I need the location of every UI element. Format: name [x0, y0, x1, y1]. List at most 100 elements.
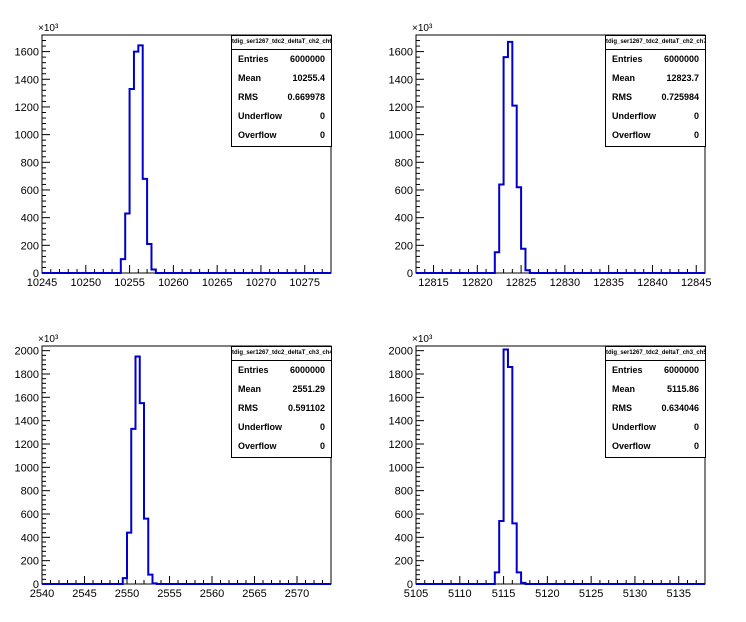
histogram-title: tdig_ser1267_tdc2_deltaT_ch2_ch6 — [232, 36, 331, 50]
x-tick-label: 10245 — [27, 277, 58, 289]
y-tick-label: 1800 — [389, 369, 413, 381]
x-tick-label: 12820 — [462, 277, 493, 289]
stats-value: 0 — [319, 130, 325, 140]
x-tick-label: 12835 — [593, 277, 624, 289]
y-tick-label: 600 — [395, 185, 413, 197]
x-tick-label: 12825 — [506, 277, 537, 289]
stats-label: Entries — [612, 365, 643, 375]
stats-label: Underflow — [612, 111, 656, 121]
x-tick-label: 5105 — [404, 588, 428, 600]
y-tick-label: 2000 — [15, 346, 39, 358]
stats-row-mean: Mean 5115.86 — [606, 380, 705, 399]
y-tick-label: 600 — [21, 185, 39, 197]
stats-value: 6000000 — [289, 54, 325, 64]
stats-row-mean: Mean 2551.29 — [232, 380, 331, 399]
stats-value: 0 — [693, 130, 699, 140]
x-tick-label: 10260 — [158, 277, 189, 289]
x-tick-label: 2565 — [242, 588, 266, 600]
y-exponent-label: ×10³ — [38, 23, 59, 34]
stats-row-underflow: Underflow 0 — [606, 107, 705, 126]
y-tick-label: 1600 — [15, 47, 39, 59]
stats-value: 0 — [693, 441, 699, 451]
y-tick-label: 200 — [21, 240, 39, 252]
y-tick-label: 0 — [407, 579, 413, 591]
y-tick-label: 1600 — [389, 47, 413, 59]
y-tick-label: 1600 — [15, 392, 39, 404]
stats-value: 0 — [319, 111, 325, 121]
y-tick-label: 1400 — [15, 416, 39, 428]
histogram-line — [42, 44, 331, 274]
stats-row-entries: Entries 6000000 — [606, 361, 705, 380]
stats-row-rms: RMS 0.669978 — [232, 88, 331, 107]
x-tick-label: 12815 — [418, 277, 449, 289]
stats-box: tdig_ser1267_tdc2_deltaT_ch3_ch4 Entries 6… — [231, 346, 332, 458]
y-tick-label: 1000 — [15, 462, 39, 474]
stats-value: 0 — [319, 422, 325, 432]
y-tick-label: 1200 — [389, 102, 413, 114]
stats-label: RMS — [238, 92, 258, 102]
stats-row-mean: Mean 12823.7 — [606, 69, 705, 88]
stats-row-overflow: Overflow 0 — [606, 126, 705, 145]
y-tick-label: 400 — [395, 532, 413, 544]
stats-value: 2551.29 — [292, 384, 325, 394]
histogram-panel-3: 0 200 400 600 800 1000 1200 1400 1600 1800 2000 254… — [15, 334, 332, 600]
x-tick-label: 2570 — [285, 588, 309, 600]
stats-label: Mean — [238, 384, 262, 394]
y-tick-label: 600 — [395, 509, 413, 521]
y-tick-label: 0 — [33, 268, 39, 280]
histogram-line — [42, 355, 331, 585]
y-tick-label: 0 — [407, 268, 413, 280]
x-tick-label: 10270 — [246, 277, 277, 289]
x-tick-label: 10255 — [114, 277, 145, 289]
stats-label: Entries — [238, 365, 269, 375]
stats-box: tdig_ser1267_tdc2_deltaT_ch2_ch7 Entries 6… — [605, 35, 706, 147]
stats-label: RMS — [238, 403, 258, 413]
y-tick-label: 1400 — [389, 74, 413, 86]
y-tick-label: 1000 — [15, 130, 39, 142]
stats-label: Overflow — [238, 130, 277, 140]
stats-value: 0 — [319, 441, 325, 451]
x-tick-label: 2560 — [200, 588, 224, 600]
x-tick-label: 5110 — [448, 588, 472, 600]
y-tick-label: 1200 — [15, 439, 39, 451]
histogram-title: tdig_ser1267_tdc2_deltaT_ch2_ch7 — [606, 36, 705, 50]
x-tick-label: 2555 — [157, 588, 181, 600]
stats-row-underflow: Underflow 0 — [606, 418, 705, 437]
x-tick-label: 2540 — [30, 588, 54, 600]
stats-value: 12823.7 — [666, 73, 699, 83]
stats-value: 0.669978 — [287, 92, 325, 102]
stats-value: 10255.4 — [292, 73, 325, 83]
y-tick-label: 1200 — [15, 102, 39, 114]
stats-label: Overflow — [238, 441, 277, 451]
stats-row-entries: Entries 6000000 — [232, 50, 331, 69]
x-tick-label: 10250 — [70, 277, 101, 289]
y-tick-label: 1400 — [15, 74, 39, 86]
histogram-title: tdig_ser1267_tdc2_deltaT_ch3_ch4 — [232, 347, 331, 361]
stats-label: Overflow — [612, 441, 651, 451]
histogram-panel-1: 0 200 400 600 800 1000 1200 1400 1600 10245 10250 1… — [15, 23, 332, 289]
y-exponent-label: ×10³ — [412, 23, 433, 34]
stats-row-rms: RMS 0.591102 — [232, 399, 331, 418]
histogram-panel-4: 0 200 400 600 800 1000 1200 1400 1600 1800 2000 510… — [389, 334, 706, 600]
stats-row-overflow: Overflow 0 — [232, 437, 331, 456]
stats-value: 6000000 — [289, 365, 325, 375]
stats-row-rms: RMS 0.634046 — [606, 399, 705, 418]
x-tick-label: 12840 — [637, 277, 668, 289]
x-tick-label: 5115 — [492, 588, 516, 600]
histogram-panel-2: 0 200 400 600 800 1000 1200 1400 1600 12815 12820 1… — [389, 23, 712, 289]
x-tick-label: 2550 — [115, 588, 139, 600]
stats-row-rms: RMS 0.725984 — [606, 88, 705, 107]
stats-row-overflow: Overflow 0 — [232, 126, 331, 145]
stats-box: tdig_ser1267_tdc2_deltaT_ch3_ch5 Entries 6… — [605, 346, 706, 458]
stats-row-entries: Entries 6000000 — [232, 361, 331, 380]
stats-label: Underflow — [238, 111, 282, 121]
x-tick-label: 5130 — [623, 588, 647, 600]
y-tick-label: 200 — [21, 556, 39, 568]
y-tick-label: 2000 — [389, 346, 413, 358]
x-tick-label: 2545 — [72, 588, 96, 600]
stats-label: Entries — [612, 54, 643, 64]
stats-value: 6000000 — [663, 365, 699, 375]
x-tick-label: 5125 — [579, 588, 603, 600]
y-tick-label: 1000 — [389, 130, 413, 142]
